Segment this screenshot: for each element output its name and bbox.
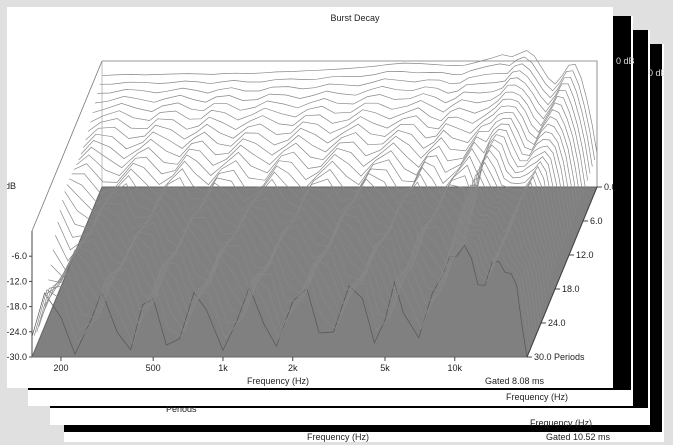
x-axis-label: Frequency (Hz) xyxy=(247,376,309,386)
y-tick-label: -18.0 xyxy=(7,302,27,312)
y-axis-label: dB xyxy=(7,181,16,191)
decay-slice-line xyxy=(45,202,542,315)
z-tick-label: 12.0 xyxy=(576,250,594,260)
decay-slice-line xyxy=(69,139,565,244)
decay-slice-line xyxy=(57,168,554,273)
decay-slice-line xyxy=(43,209,540,324)
decay-slice-line xyxy=(48,195,544,305)
decay-slice-line xyxy=(85,98,582,203)
decay-slice-line xyxy=(71,134,568,239)
z-tick-label: 0.0 xyxy=(604,182,613,192)
y-tick-label: -30.0 xyxy=(7,352,27,362)
y-tick-label: -24.0 xyxy=(7,327,27,337)
x-tick-label: 500 xyxy=(146,363,161,373)
z-tick-label: 6.0 xyxy=(590,216,603,226)
y-tick-label: -6.0 xyxy=(11,251,27,261)
z-tick-label: 24.0 xyxy=(548,318,566,328)
frame-back-edge xyxy=(102,60,598,187)
decay-slice-line xyxy=(101,50,598,154)
decay-slice-line xyxy=(36,236,533,346)
decay-slice-line xyxy=(54,176,551,280)
decay-slice-line xyxy=(80,111,577,216)
x-tick-label: 200 xyxy=(53,363,68,373)
decay-slice-line xyxy=(40,218,537,333)
decay-slice-line xyxy=(99,56,596,160)
decay-slice-line xyxy=(31,244,528,358)
decay-slice-line xyxy=(73,129,570,233)
y-tick-label: -12.0 xyxy=(7,276,27,286)
decay-slice-line xyxy=(50,189,547,296)
z-tick-label: 18.0 xyxy=(562,284,580,294)
z-tick-label: 30.0 Periods xyxy=(534,352,585,362)
decay-slice-line xyxy=(76,123,572,228)
decay-slice-line xyxy=(90,84,586,188)
decay-slice-line xyxy=(59,161,556,266)
waterfall-plot: Burst Decay -6.0 -12.0 -18.0 -24.0 -30.0 200 5… xyxy=(7,13,613,386)
back-sheet-2-axis-label: Periods xyxy=(166,404,197,414)
frame-top-left-edge xyxy=(31,60,103,232)
decay-slice-line xyxy=(64,149,561,254)
decay-slice-line xyxy=(92,77,589,181)
back-sheet-3-gate-note: Gated 10.52 ms xyxy=(546,432,611,442)
back-sheet-1-edge-label: 0 dB xyxy=(616,56,635,66)
z-axis-line xyxy=(526,186,598,358)
decay-slice-line xyxy=(78,117,575,222)
decay-slice-line xyxy=(97,63,593,167)
decay-slice-line xyxy=(66,144,563,249)
back-sheet-2-edge-label: 0 dB xyxy=(648,68,667,78)
decay-slice-line xyxy=(52,184,549,288)
decay-slice-line xyxy=(61,155,558,260)
decay-slice-line xyxy=(87,91,584,195)
back-sheet-3-edge-label: 0 xyxy=(664,256,670,266)
x-tick-label: 1k xyxy=(218,363,228,373)
chart-title: Burst Decay xyxy=(330,13,380,23)
x-tick-label: 2k xyxy=(288,363,298,373)
burst-decay-chart: Burst Decay -6.0 -12.0 -18.0 -24.0 -30.0 200 5… xyxy=(7,7,613,388)
decay-slice-line xyxy=(38,227,535,341)
decay-slice-line xyxy=(83,105,579,209)
x-tick-label: 5k xyxy=(380,363,390,373)
back-sheet-1-xlabel: Frequency (Hz) xyxy=(506,392,569,402)
x-tick-label: 10k xyxy=(447,363,462,373)
back-sheet-2-xlabel: Frequency (Hz) xyxy=(530,418,593,428)
gate-note: Gated 8.08 ms xyxy=(485,376,545,386)
decay-slice-line xyxy=(94,70,591,174)
back-sheet-3-xlabel: Frequency (Hz) xyxy=(307,432,370,442)
